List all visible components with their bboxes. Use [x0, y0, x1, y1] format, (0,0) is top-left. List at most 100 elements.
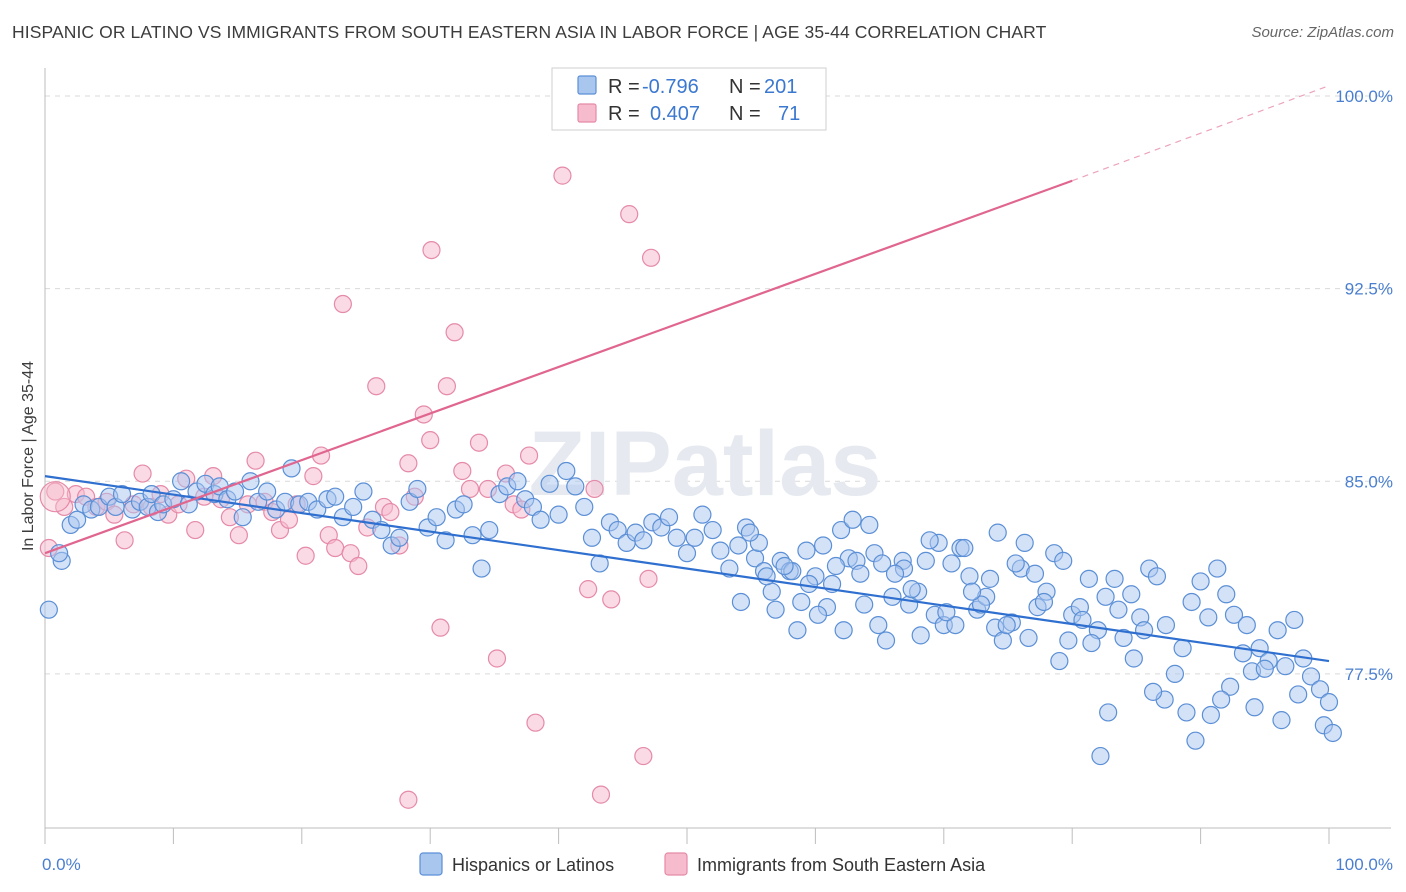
data-point-hispanics	[937, 603, 956, 622]
data-point-immigrants	[602, 590, 621, 609]
data-point-hispanics	[1268, 621, 1287, 640]
data-point-hispanics	[608, 520, 627, 540]
data-point-hispanics	[427, 508, 446, 527]
data-point-hispanics	[1050, 651, 1069, 671]
legend-n-value: 201	[764, 76, 797, 98]
data-point-hispanics	[766, 600, 785, 619]
data-point-hispanics	[916, 551, 935, 570]
data-point-hispanics	[1182, 592, 1201, 612]
data-point-immigrants	[421, 431, 440, 450]
data-point-immigrants	[246, 451, 265, 470]
series-hispanics-points	[39, 459, 1342, 766]
source-label: Source: ZipAtlas.com	[1251, 24, 1394, 41]
data-point-hispanics	[955, 538, 974, 558]
series-legend-swatch-immigrants	[664, 852, 688, 876]
data-point-immigrants	[585, 479, 604, 499]
data-point-immigrants	[519, 446, 539, 465]
data-point-hispanics	[233, 508, 252, 527]
series-immigrants-points	[39, 86, 677, 809]
data-point-hispanics	[1122, 585, 1141, 604]
data-point-hispanics	[946, 615, 965, 635]
data-point-immigrants	[553, 166, 572, 185]
data-point-hispanics	[1237, 615, 1256, 635]
data-point-hispanics	[436, 531, 455, 550]
data-point-immigrants	[431, 618, 450, 637]
data-point-immigrants	[437, 377, 456, 396]
data-point-hispanics	[667, 528, 686, 547]
data-point-hispanics	[740, 523, 760, 542]
data-point-hispanics	[942, 554, 961, 573]
legend-r-value: 0.407	[650, 103, 700, 125]
data-point-hispanics	[463, 526, 482, 545]
data-point-hispanics	[582, 528, 602, 547]
data-point-hispanics	[980, 569, 1000, 588]
data-point-hispanics	[1224, 605, 1244, 624]
grid-lines	[45, 95, 1391, 675]
data-point-immigrants	[469, 433, 489, 452]
y-tick-label: 77.5%	[1345, 665, 1393, 684]
data-point-immigrants	[399, 790, 418, 809]
data-point-hispanics	[997, 615, 1016, 635]
data-point-hispanics	[1147, 567, 1167, 586]
legend-swatch-hispanics	[577, 75, 597, 95]
data-point-hispanics	[1191, 572, 1210, 591]
y-axis-label: In Labor Force | Age 35-44	[20, 361, 37, 551]
data-point-hispanics	[1015, 533, 1034, 552]
data-point-immigrants	[445, 323, 464, 342]
correlation-legend: R = -0.796 N = 201 R = 0.407 N = 71	[551, 67, 827, 131]
legend-r-label: R =	[608, 76, 640, 98]
trend-line-hispanics	[44, 475, 1330, 663]
data-point-hispanics	[1025, 564, 1045, 583]
data-point-hispanics	[549, 505, 568, 524]
data-point-hispanics	[814, 536, 833, 555]
data-point-hispanics	[911, 626, 930, 645]
data-point-hispanics	[1201, 705, 1220, 725]
data-point-hispanics	[67, 510, 87, 529]
data-point-hispanics	[1006, 554, 1025, 573]
data-point-hispanics	[792, 592, 811, 612]
data-point-immigrants	[133, 464, 152, 483]
data-point-hispanics	[711, 541, 730, 560]
series-legend-swatch-hispanics	[419, 852, 443, 876]
data-point-hispanics	[799, 574, 819, 594]
data-point-hispanics	[1114, 628, 1133, 648]
data-point-hispanics	[566, 477, 585, 496]
data-point-hispanics	[1143, 682, 1163, 701]
data-point-immigrants	[367, 377, 386, 396]
data-point-hispanics	[993, 631, 1012, 650]
data-point-hispanics	[659, 508, 679, 527]
data-point-hispanics	[225, 482, 245, 501]
data-point-hispanics	[729, 536, 748, 555]
data-point-hispanics	[1099, 703, 1118, 722]
data-point-hispanics	[1319, 693, 1339, 712]
y-tick-label: 85.0%	[1345, 472, 1393, 491]
legend-r-label: R =	[608, 103, 640, 125]
trend-lines	[44, 85, 1330, 663]
legend-swatch-immigrants	[577, 103, 597, 123]
data-point-hispanics	[788, 621, 807, 640]
data-point-hispanics	[1208, 559, 1227, 578]
axes	[44, 68, 1391, 844]
data-point-hispanics	[677, 544, 697, 563]
x-tick-label: 100.0%	[1335, 855, 1393, 874]
data-point-hispanics	[112, 484, 132, 504]
data-point-immigrants	[333, 294, 352, 314]
data-point-hispanics	[508, 472, 527, 491]
data-point-hispanics	[1310, 680, 1330, 699]
legend-r-value: -0.796	[642, 76, 699, 98]
data-point-hispanics	[326, 487, 345, 506]
legend-n-label: N =	[729, 103, 761, 125]
data-point-hispanics	[720, 559, 739, 578]
data-point-hispanics	[1124, 649, 1143, 668]
data-point-immigrants	[304, 467, 323, 486]
y-tick-label: 100.0%	[1335, 87, 1393, 106]
data-point-hispanics	[1276, 657, 1295, 676]
data-point-hispanics	[1301, 667, 1321, 686]
data-point-hispanics	[1221, 677, 1240, 696]
data-point-hispanics	[834, 621, 853, 640]
data-point-hispanics	[762, 582, 781, 601]
chart-title: HISPANIC OR LATINO VS IMMIGRANTS FROM SO…	[12, 22, 1047, 42]
data-point-hispanics	[831, 520, 851, 540]
data-point-hispanics	[1096, 587, 1115, 606]
data-point-immigrants	[620, 205, 639, 224]
